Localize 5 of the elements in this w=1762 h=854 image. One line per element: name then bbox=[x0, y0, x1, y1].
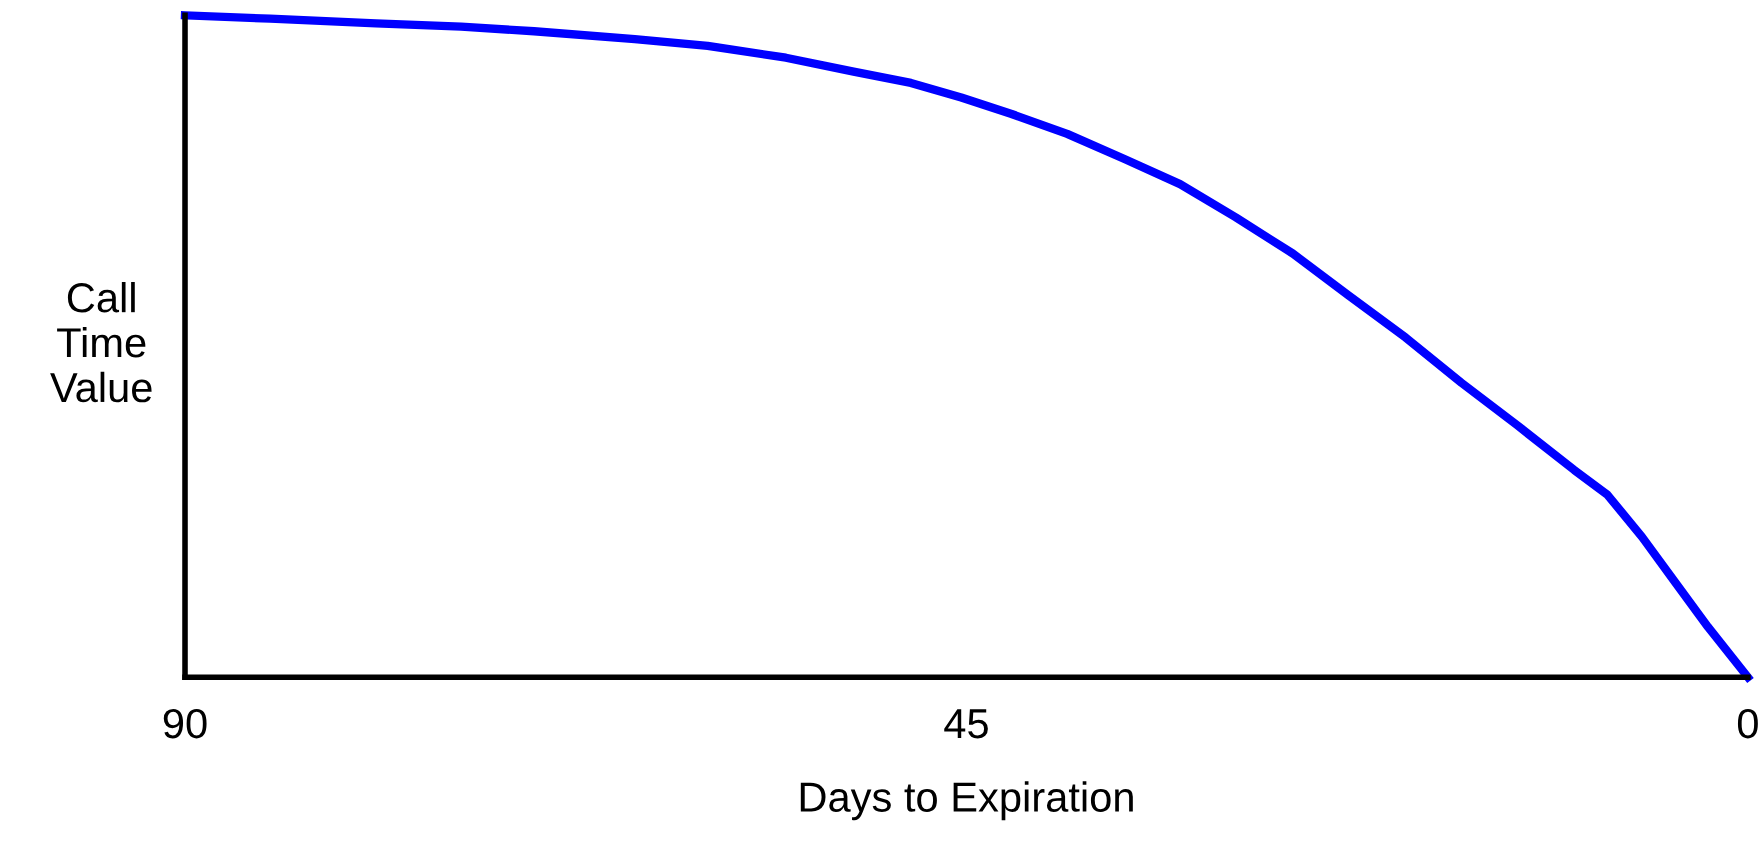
x-axis-title: Days to Expiration bbox=[800, 781, 1133, 821]
x-tick-label: 45 bbox=[944, 709, 988, 739]
x-tick-label: 90 bbox=[163, 708, 207, 739]
x-tick-label: 0 bbox=[1737, 708, 1758, 739]
y-axis-title: Call Time Value bbox=[50, 282, 152, 403]
